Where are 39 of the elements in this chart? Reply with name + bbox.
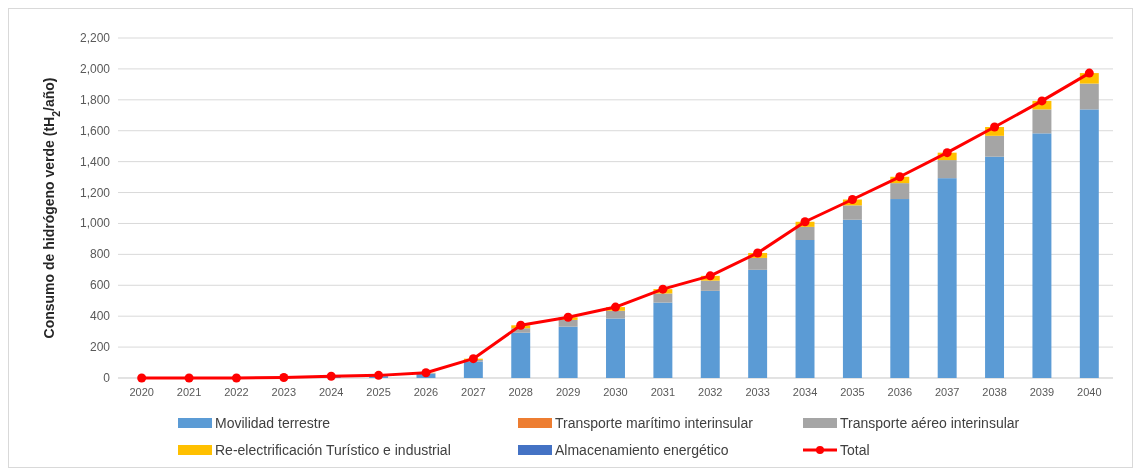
y-tick-label: 0: [103, 371, 111, 385]
x-tick-label: 2023: [271, 386, 297, 398]
x-tick-label: 2033: [745, 386, 770, 398]
x-tick-label: 2040: [1077, 386, 1102, 398]
legend-label: Total: [840, 442, 870, 458]
y-tick-label: 1,000: [79, 216, 111, 231]
legend-label: Movilidad terrestre: [215, 415, 331, 431]
x-tick-label: 2037: [934, 386, 960, 398]
x-tick-label: 2026: [413, 386, 439, 398]
x-tick-label: 2032: [698, 386, 723, 398]
y-tick-label: 2,000: [79, 61, 111, 76]
x-tick-label: 2038: [982, 386, 1007, 398]
y-tick-label: 800: [89, 247, 111, 262]
y-tick-label: 1,200: [79, 185, 111, 200]
x-tick-label: 2027: [461, 386, 486, 398]
y-tick-label: 200: [89, 340, 111, 355]
x-tick-label: 2024: [318, 386, 344, 398]
x-tick-label: 2035: [840, 386, 865, 398]
x-tick-label: 2025: [366, 386, 391, 398]
legend-label: Almacenamiento energético: [555, 442, 729, 458]
y-tick-label: 1,600: [79, 123, 111, 138]
x-tick-label: 2029: [555, 386, 581, 398]
y-tick-label: 600: [89, 278, 111, 293]
y-tick-label: 2,200: [79, 31, 111, 45]
x-tick-label: 2021: [176, 386, 202, 398]
y-tick-label: 1,800: [79, 92, 111, 107]
x-tick-label: 2030: [603, 386, 628, 398]
y-tick-label: 1,400: [79, 154, 111, 169]
x-tick-label: 2034: [792, 386, 818, 398]
x-tick-label: 2039: [1029, 386, 1055, 398]
x-tick-label: 2036: [887, 386, 913, 398]
legend-label: Re-electrificación Turístico e industrial: [215, 442, 451, 458]
legend-label: Transporte marítimo interinsular: [555, 415, 754, 431]
x-tick-label: 2022: [224, 386, 249, 398]
x-tick-label: 2028: [508, 386, 533, 398]
x-tick-label: 2020: [129, 386, 154, 398]
legend-label: Transporte aéreo interinsular: [840, 415, 1020, 431]
x-tick-label: 2031: [650, 386, 676, 398]
y-tick-label: 400: [89, 309, 111, 324]
